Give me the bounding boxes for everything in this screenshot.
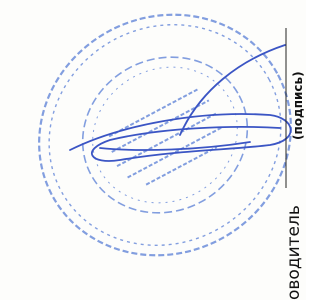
document-fragment: (подпись) оводитель (0, 0, 306, 300)
role-label: оводитель (284, 205, 304, 300)
page: (подпись) оводитель (() => { const data … (0, 0, 320, 300)
field-caption: (подпись) (291, 71, 305, 140)
